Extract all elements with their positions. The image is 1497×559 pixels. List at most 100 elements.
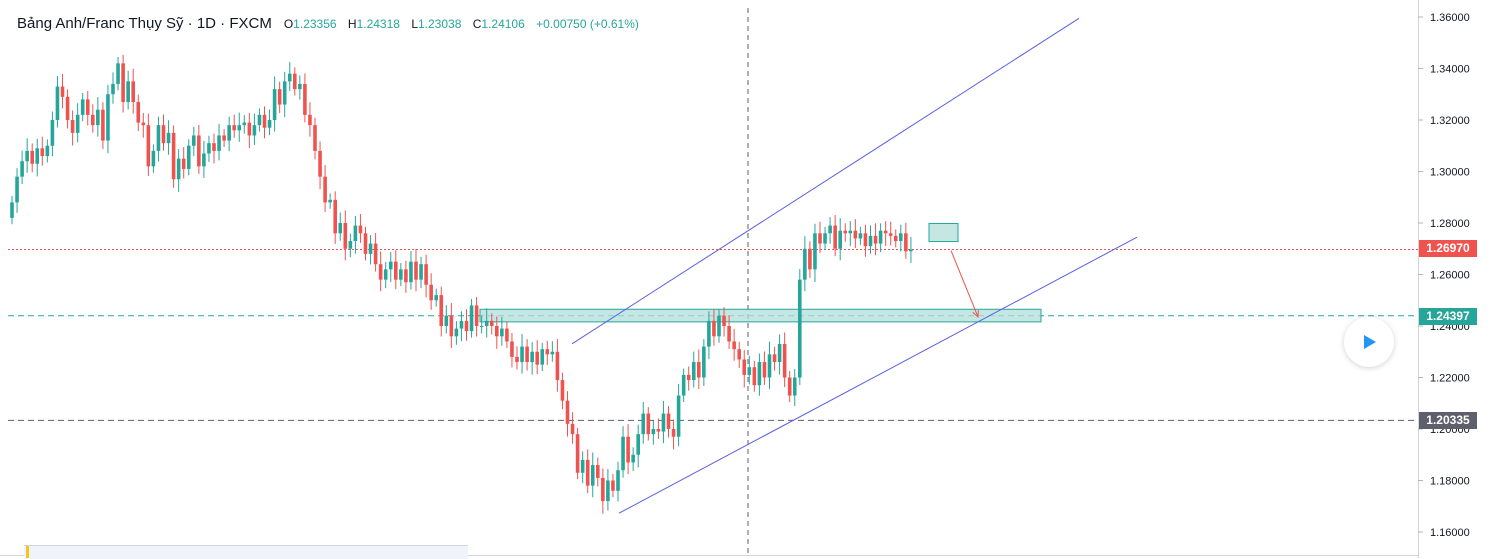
candle-body — [792, 377, 797, 396]
candle-body — [222, 135, 226, 141]
candle-body — [414, 261, 418, 280]
trend-channel — [571, 17, 1138, 514]
high-value: 1.24318 — [356, 17, 400, 31]
candle-body — [757, 362, 762, 386]
candle-body — [212, 143, 216, 151]
candle-body — [303, 83, 307, 115]
candle-body — [318, 150, 322, 177]
candle-body — [798, 279, 802, 378]
scroll-handle[interactable] — [26, 546, 29, 558]
candle-body — [328, 199, 332, 203]
candle-body — [409, 261, 413, 283]
candle-body — [363, 233, 368, 254]
candle-body — [121, 63, 125, 102]
candle-body — [474, 305, 479, 326]
price-axis[interactable]: 1.36000 1.34000 1.32000 1.30000 1.28000 1.260… — [1418, 12, 1470, 539]
candle-body — [70, 120, 75, 133]
price-tick-label: 1.18000 — [1430, 476, 1470, 488]
candle-body — [641, 413, 646, 435]
candle-body — [348, 241, 353, 249]
candle-body — [878, 230, 883, 244]
candle-body — [156, 125, 161, 151]
candle-body — [106, 94, 110, 141]
candle-body — [505, 328, 509, 342]
candle-body — [20, 161, 24, 177]
candle-body — [702, 346, 706, 378]
open-value: 1.23356 — [293, 17, 337, 31]
candle-body — [570, 423, 575, 435]
candle-body — [666, 413, 671, 429]
candle-body — [10, 202, 14, 218]
candle-body — [772, 354, 777, 363]
price-tick-label: 1.34000 — [1430, 64, 1470, 76]
candle-body — [838, 230, 842, 249]
support-price-badge: 1.24397 — [1419, 308, 1477, 325]
candle-body — [873, 235, 878, 244]
candle-body — [60, 86, 65, 97]
price-tick-label: 1.32000 — [1430, 115, 1470, 127]
candle-body — [858, 233, 863, 239]
candle-body — [545, 349, 550, 355]
candle-body — [262, 114, 267, 128]
candle-body — [596, 465, 600, 478]
candle-body — [712, 320, 716, 337]
candle-body — [429, 284, 433, 301]
low-line-price-badge: 1.20335 — [1419, 412, 1477, 429]
current-price-badge: 1.26970 — [1419, 240, 1477, 257]
candle-body — [899, 233, 903, 242]
candle-body — [257, 114, 262, 126]
candle-body — [469, 305, 474, 332]
candle-body — [833, 225, 837, 249]
candles — [10, 54, 913, 514]
play-icon — [1364, 335, 1376, 349]
price-tick-label: 1.22000 — [1430, 373, 1470, 385]
consolidation-box — [928, 223, 959, 243]
channel-upper-line — [571, 17, 1080, 345]
candle-body — [560, 380, 565, 401]
candle-body — [686, 374, 691, 381]
channel-lower-line — [618, 236, 1138, 514]
open-label: O — [283, 17, 294, 31]
candle-body — [818, 233, 822, 244]
candle-body — [55, 86, 60, 120]
candle-body — [747, 367, 752, 375]
candle-body — [575, 434, 580, 473]
candle-body — [601, 477, 605, 502]
price-tick-label: 1.16000 — [1430, 527, 1470, 539]
candle-body — [404, 269, 408, 283]
candle-body — [323, 176, 327, 203]
candle-body — [313, 125, 317, 151]
projection-layer — [950, 250, 979, 319]
candle-body — [298, 83, 302, 90]
candle-body — [207, 143, 211, 154]
candle-body — [697, 362, 701, 378]
candle-body — [616, 470, 620, 491]
candle-body — [621, 436, 625, 471]
projection-arrow-line — [950, 250, 979, 318]
candle-body — [75, 114, 80, 133]
candle-body — [166, 132, 171, 144]
candle-body — [419, 264, 423, 280]
candle-body — [247, 122, 252, 136]
candle-body — [394, 261, 398, 280]
candle-body — [515, 356, 519, 363]
candle-body — [646, 413, 651, 435]
candle-body — [25, 150, 29, 162]
candle-body — [308, 114, 312, 126]
candle-body — [383, 269, 388, 280]
candle-body — [722, 315, 726, 326]
candle-body — [500, 328, 504, 337]
candle-body — [358, 225, 363, 234]
candle-body — [580, 459, 585, 473]
candle-body — [676, 395, 681, 437]
candle-body — [454, 328, 459, 337]
symbol-title[interactable]: Bảng Anh/Franc Thụy Sỹ · 1D · FXCM — [17, 15, 272, 32]
candle-body — [535, 351, 539, 365]
time-scrollbar[interactable] — [24, 545, 468, 559]
candle-body — [424, 264, 428, 285]
play-button[interactable] — [1344, 317, 1394, 367]
candle-body — [510, 341, 514, 357]
candle-body — [787, 377, 792, 396]
candle-body — [742, 359, 747, 375]
